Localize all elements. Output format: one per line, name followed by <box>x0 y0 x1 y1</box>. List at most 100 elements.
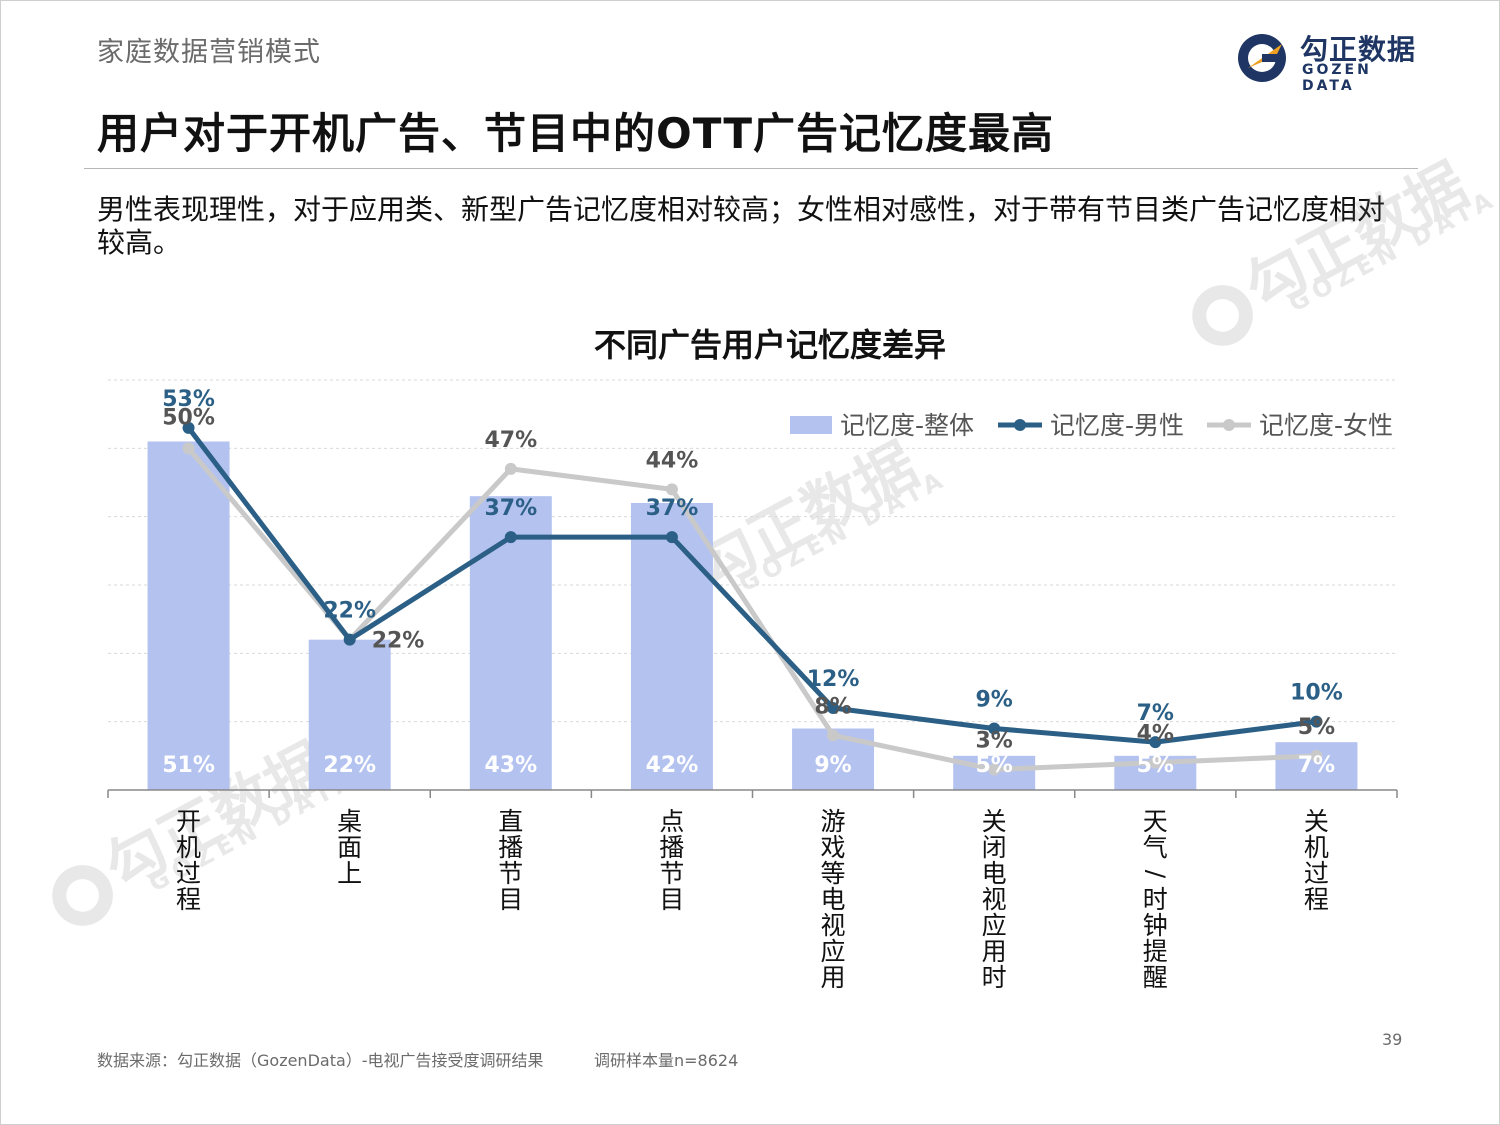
category-label-char: 机 <box>176 833 201 862</box>
category-label-char: 应 <box>821 937 846 966</box>
category-label-char: 关 <box>1304 807 1329 836</box>
category-label-char: 视 <box>821 911 846 940</box>
bar <box>147 441 230 790</box>
category-label-char: 播 <box>659 833 684 862</box>
female-value-label: 3% <box>976 729 1013 754</box>
bar-value-label: 9% <box>814 753 851 778</box>
logo-text-en: GOZEN DATA <box>1302 62 1372 94</box>
category-label-char: 醒 <box>1143 963 1168 992</box>
male-series-point <box>665 531 678 544</box>
male-value-label: 53% <box>162 387 215 412</box>
male-series-point <box>988 722 1001 735</box>
bar-value-label: 5% <box>976 753 1013 778</box>
category-label-char: 电 <box>982 859 1007 888</box>
company-logo: 勾正数据 GOZEN DATA <box>1232 26 1432 94</box>
female-series-point <box>988 763 1001 776</box>
category-label-char: 点 <box>659 807 684 836</box>
category-label-char: 过 <box>1304 859 1329 888</box>
category-label-char: 等 <box>821 859 846 888</box>
female-series-point <box>182 442 195 455</box>
category-label-char: 播 <box>498 833 523 862</box>
female-value-label: 44% <box>646 448 699 473</box>
male-value-label: 22% <box>323 599 376 624</box>
bar <box>308 639 391 790</box>
bar-value-label: 5% <box>1137 753 1174 778</box>
male-series-point <box>1149 736 1162 749</box>
logo-mark-icon <box>1238 34 1286 82</box>
female-value-label: 8% <box>814 694 851 719</box>
category-label-char: 目 <box>659 885 684 914</box>
category-label-char: 程 <box>1304 885 1329 914</box>
category-label-char: 关 <box>982 807 1007 836</box>
male-series-point <box>827 702 840 714</box>
sample-size: 调研样本量n=8624 <box>594 1051 739 1070</box>
male-value-label: 37% <box>484 496 537 521</box>
category-label-char: 气 <box>1143 833 1168 862</box>
category-label-char: 视 <box>982 885 1007 914</box>
category-label-char: 直 <box>498 807 523 836</box>
category-label-char: 上 <box>337 859 362 888</box>
bar-value-label: 43% <box>484 753 537 778</box>
legend-swatch-overall <box>790 416 832 434</box>
female-series-point <box>504 462 517 475</box>
category-label-char: 时 <box>1143 885 1168 914</box>
legend-marker-female <box>1223 419 1235 431</box>
female-value-label: 5% <box>1298 715 1335 740</box>
category-label-char: 闭 <box>982 833 1007 862</box>
data-source: 数据来源：勾正数据（GozenData）-电视广告接受度调研结果 <box>97 1051 544 1070</box>
category-label-char: 钟 <box>1143 911 1168 940</box>
male-series-line <box>186 426 1317 745</box>
category-label-char: 程 <box>176 885 201 914</box>
male-value-label: 10% <box>1290 681 1343 706</box>
bar-value-label: 22% <box>323 753 376 778</box>
bar-value-label: 7% <box>1298 753 1335 778</box>
bar-value-label: 42% <box>646 753 699 778</box>
female-value-label: 47% <box>484 428 537 453</box>
male-value-label: 12% <box>807 667 860 692</box>
female-series-point <box>827 729 840 742</box>
male-value-label: 37% <box>646 496 699 521</box>
female-series-point <box>665 483 678 496</box>
category-label-char: 用 <box>821 963 846 992</box>
category-label-char: 应 <box>982 911 1007 940</box>
category-label-char: / <box>1141 870 1170 879</box>
category-label-char: 机 <box>1304 833 1329 862</box>
bar <box>630 503 713 790</box>
female-series-point <box>1310 749 1323 762</box>
female-value-label: 22% <box>372 629 425 654</box>
category-label-char: 桌 <box>337 807 362 836</box>
legend-marker-male <box>1014 419 1026 431</box>
female-series-point <box>1149 756 1162 769</box>
category-label-char: 戏 <box>821 833 846 862</box>
legend-label-female: 记忆度-女性 <box>1259 411 1393 440</box>
legend-label-male: 记忆度-男性 <box>1050 411 1184 440</box>
legend-label-overall: 记忆度-整体 <box>840 411 974 440</box>
category-label-char: 面 <box>337 833 362 862</box>
page-number: 39 <box>1382 1030 1403 1049</box>
category-label-char: 天 <box>1143 807 1168 836</box>
category-label-char: 开 <box>176 807 201 836</box>
category-label-char: 用 <box>982 937 1007 966</box>
title-divider <box>84 168 1418 169</box>
category-label-char: 目 <box>498 885 523 914</box>
description: 男性表现理性，对于应用类、新型广告记忆度相对较高；女性相对感性，对于带有节目类广… <box>97 193 1386 259</box>
category-label-char: 提 <box>1143 937 1168 966</box>
male-series-point <box>1310 715 1323 728</box>
category-label-char: 时 <box>982 963 1007 992</box>
bar-value-label: 51% <box>162 753 215 778</box>
page-title: 用户对于开机广告、节目中的OTT广告记忆度最高 <box>97 109 1054 158</box>
male-series-point <box>343 633 356 646</box>
category-label-char: 电 <box>821 885 846 914</box>
bar <box>469 496 552 790</box>
logo-text-cn: 勾正数据 <box>1300 33 1417 66</box>
category-label-char: 过 <box>176 859 201 888</box>
section-label: 家庭数据营销模式 <box>97 37 321 68</box>
female-value-label: 50% <box>162 405 215 430</box>
chart-title: 不同广告用户记忆度差异 <box>593 326 946 364</box>
category-label-char: 节 <box>659 859 684 888</box>
category-label-char: 游 <box>821 807 846 836</box>
female-series-line <box>186 446 1317 772</box>
male-value-label: 7% <box>1137 701 1174 726</box>
male-series-point <box>182 421 195 434</box>
